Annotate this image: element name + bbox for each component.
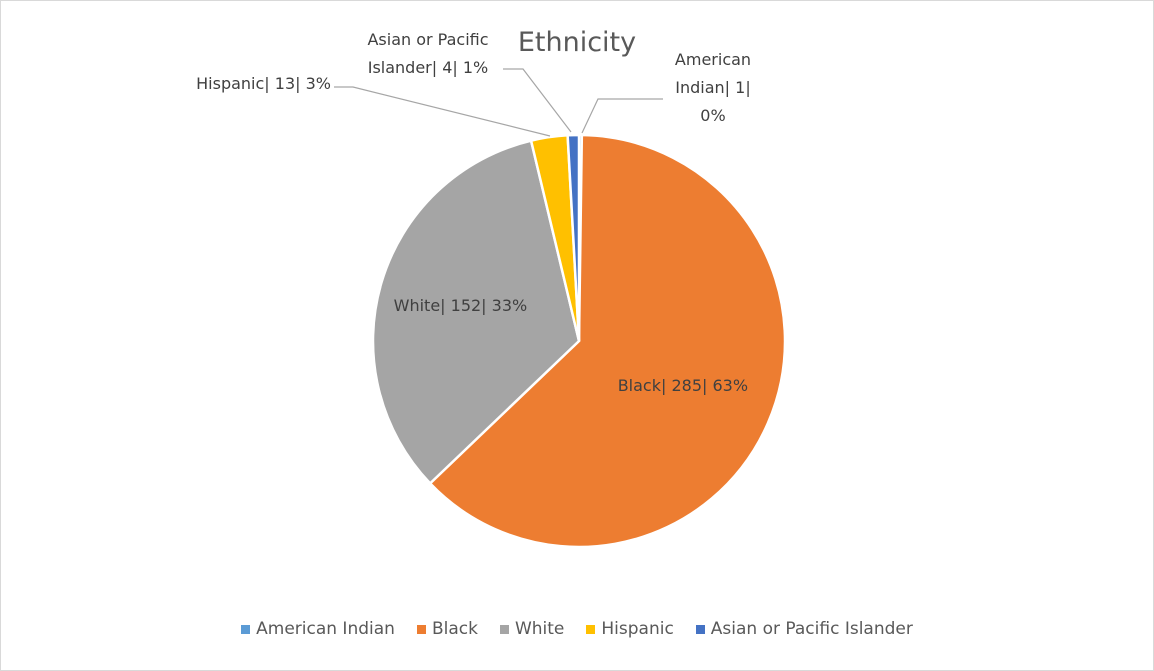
legend-label: American Indian bbox=[256, 619, 395, 639]
legend-label: White bbox=[514, 619, 565, 639]
data-label: Hispanic| 13| 3% bbox=[196, 74, 331, 93]
legend-swatch bbox=[695, 624, 705, 634]
chart-title: Ethnicity bbox=[517, 27, 637, 58]
pie-slice bbox=[428, 133, 787, 549]
legend-item: American Indian bbox=[241, 619, 395, 639]
leader-line bbox=[334, 86, 551, 137]
legend: American Indian Black White Hispanic Asian o… bbox=[1, 619, 1153, 639]
legend-label: Hispanic bbox=[601, 619, 674, 639]
data-label: Black| 285| 63% bbox=[617, 376, 749, 396]
legend-item: Hispanic bbox=[586, 619, 674, 639]
legend-swatch bbox=[586, 624, 596, 634]
legend-item: White bbox=[499, 619, 565, 639]
data-label: White| 152| 33% bbox=[393, 296, 528, 316]
legend-label: Asian or Pacific Islander bbox=[710, 619, 913, 639]
pie-slice bbox=[371, 139, 581, 486]
pie-slice bbox=[566, 133, 581, 342]
legend-swatch bbox=[416, 624, 426, 634]
legend-item: Asian or Pacific Islander bbox=[695, 619, 913, 639]
leader-line bbox=[503, 68, 572, 133]
legend-item: Black bbox=[416, 619, 478, 639]
data-label: Asian or Pacific Islander| 4| 1% bbox=[367, 30, 489, 77]
data-label: American Indian| 1| 0% bbox=[674, 50, 752, 125]
legend-swatch bbox=[499, 624, 509, 634]
leader-line bbox=[581, 98, 663, 134]
legend-label: Black bbox=[431, 619, 478, 639]
legend-swatch bbox=[241, 624, 251, 634]
